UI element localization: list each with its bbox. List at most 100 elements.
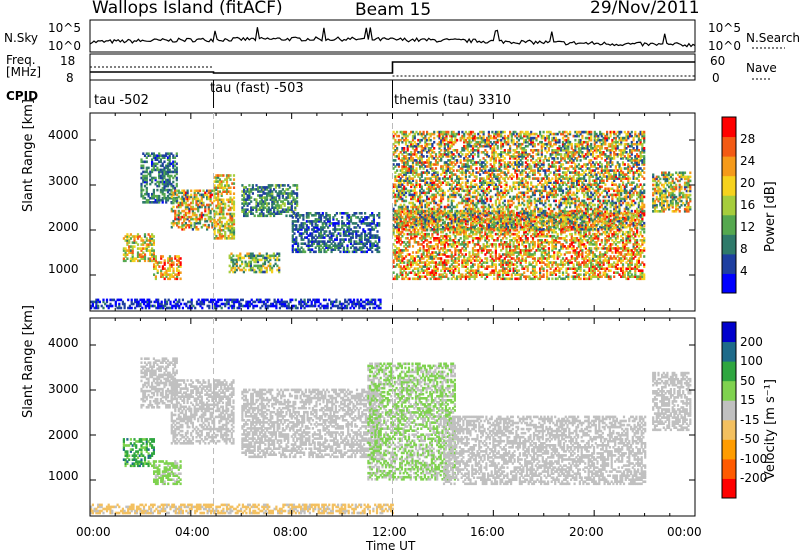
power-cell xyxy=(318,244,321,247)
power-cell xyxy=(260,200,263,203)
power-cell xyxy=(378,222,381,225)
power-cell xyxy=(300,250,303,254)
power-cell xyxy=(318,212,321,215)
power-cell xyxy=(360,242,363,245)
power-cell xyxy=(195,225,198,229)
power-cell xyxy=(149,154,152,157)
power-cell xyxy=(152,152,155,155)
power-cell xyxy=(267,202,270,205)
power-cell xyxy=(229,178,232,181)
power-cell xyxy=(621,263,625,266)
power-cell xyxy=(304,222,307,225)
power-cell xyxy=(355,226,358,229)
power-cell xyxy=(311,224,314,227)
power-cell xyxy=(420,253,423,256)
power-cell xyxy=(253,258,256,262)
power-cell xyxy=(241,190,244,193)
power-cell xyxy=(145,188,148,192)
power-cell xyxy=(436,245,439,248)
power-cell xyxy=(147,257,150,260)
power-cell xyxy=(403,241,406,244)
power-cell xyxy=(258,200,262,203)
power-cell xyxy=(156,196,159,200)
power-cell xyxy=(443,259,446,262)
power-cell xyxy=(131,255,134,258)
power-cell xyxy=(267,186,270,189)
power-cell xyxy=(163,277,166,281)
power-cell xyxy=(207,203,210,207)
power-cell xyxy=(154,168,157,172)
power-cell xyxy=(225,226,229,230)
power-cell xyxy=(163,172,166,176)
power-cell xyxy=(438,251,441,254)
power-cell xyxy=(172,263,175,266)
power-cell xyxy=(170,259,173,262)
power-cell xyxy=(369,244,372,247)
power-cell xyxy=(165,180,168,184)
power-cell xyxy=(253,254,256,258)
power-cell xyxy=(229,200,232,204)
power-cell xyxy=(172,176,175,180)
power-cell xyxy=(422,265,425,268)
power-cell xyxy=(394,255,397,258)
power-cell xyxy=(191,217,194,221)
power-cell xyxy=(417,263,420,266)
power-cell xyxy=(411,259,415,262)
power-cell xyxy=(327,226,330,229)
power-cell xyxy=(294,208,297,211)
power-cell xyxy=(267,208,270,211)
power-cell xyxy=(218,220,221,224)
power-cell xyxy=(339,244,342,247)
power-cell xyxy=(265,254,268,258)
power-cell xyxy=(621,237,625,240)
power-cell xyxy=(328,224,331,227)
power-cell xyxy=(172,170,175,174)
power-cell xyxy=(143,180,147,184)
power-cell xyxy=(161,156,164,159)
power-cell xyxy=(321,212,324,215)
power-cell xyxy=(420,255,423,258)
power-cell xyxy=(217,222,220,226)
power-cell xyxy=(307,238,310,241)
power-cell xyxy=(417,259,420,262)
power-cell xyxy=(232,174,236,177)
power-cell xyxy=(218,218,221,222)
power-cell xyxy=(151,247,154,250)
power-cell xyxy=(298,234,301,237)
power-cell xyxy=(433,237,436,240)
power-cell xyxy=(138,253,141,256)
power-cell xyxy=(419,257,422,260)
power-cell xyxy=(229,174,232,177)
power-cell xyxy=(297,242,300,245)
power-cell xyxy=(184,221,187,225)
power-cell xyxy=(163,267,166,270)
power-cell xyxy=(241,208,244,211)
power-cell xyxy=(420,265,423,268)
power-cell xyxy=(122,237,125,240)
power-cell xyxy=(227,174,230,177)
power-cell xyxy=(224,178,227,181)
power-cell xyxy=(307,214,310,217)
power-cell xyxy=(293,220,296,223)
power-cell xyxy=(204,223,207,227)
power-cell xyxy=(419,259,422,262)
power-cell xyxy=(165,184,168,188)
power-cell xyxy=(280,190,283,193)
power-cell xyxy=(200,201,203,205)
power-cell xyxy=(229,208,232,212)
power-cell xyxy=(417,241,420,244)
power-cell xyxy=(267,212,270,215)
power-cell xyxy=(190,189,193,193)
power-cell xyxy=(260,270,263,274)
power-cell xyxy=(318,218,321,221)
power-cell xyxy=(533,257,536,260)
power-cell xyxy=(443,247,446,250)
power-cell xyxy=(143,178,147,182)
power-cell xyxy=(298,224,301,227)
power-cell xyxy=(229,232,232,236)
power-cell xyxy=(376,230,379,233)
power-cell xyxy=(227,190,230,193)
power-cell xyxy=(316,242,319,245)
power-cell xyxy=(206,197,209,201)
